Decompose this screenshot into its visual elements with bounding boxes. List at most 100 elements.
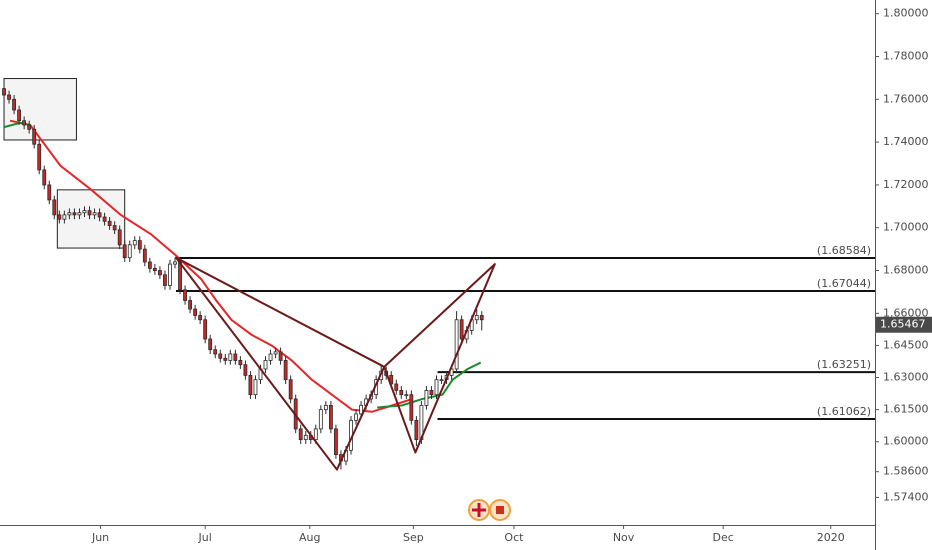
candle-body [52, 199, 57, 216]
candle-body [399, 389, 404, 396]
flag-gbp-cross [472, 503, 486, 517]
candle-body [414, 419, 419, 441]
y-tick-label: 1.80000 [883, 7, 929, 20]
candle-body [97, 212, 102, 218]
annotation-box [56, 189, 126, 249]
y-tick-label: 1.68000 [883, 264, 929, 277]
candle-body [323, 404, 328, 411]
y-tick-label: 1.63000 [883, 371, 929, 384]
pattern-triangle [383, 263, 496, 454]
candle-body [404, 394, 409, 397]
candle-body [27, 124, 32, 130]
candle-body [142, 248, 147, 263]
candle-body [283, 360, 288, 381]
candle-body [233, 353, 238, 361]
x-tick-label: Jul [198, 531, 212, 544]
candle-body [328, 404, 333, 430]
candle-body [394, 383, 399, 391]
candle-body [137, 240, 142, 250]
x-tick-label: Sep [403, 531, 424, 544]
candle-body [223, 357, 228, 361]
candle-body [183, 289, 187, 301]
candle-body [459, 319, 464, 340]
candle-body [168, 263, 172, 286]
x-tick-label: Aug [299, 531, 320, 544]
candle-body [298, 428, 303, 441]
level-label: (1.68584) [817, 244, 871, 257]
y-tick-label: 1.64500 [883, 338, 929, 351]
candle-body [253, 379, 258, 396]
candle-body [218, 353, 223, 359]
candle-body [188, 300, 192, 310]
candle-body [243, 364, 248, 376]
candle-body [208, 338, 213, 351]
y-tick-label: 1.78000 [883, 50, 929, 63]
moving-average [9, 119, 413, 413]
x-tick-label: 2020 [817, 531, 845, 544]
y-tick-label: 1.70000 [883, 221, 929, 234]
candle-body [213, 349, 218, 355]
candle-body [479, 315, 484, 321]
y-tick-label: 1.58600 [883, 465, 929, 478]
candle-body [87, 210, 92, 216]
level-label: (1.67044) [817, 277, 871, 290]
level-label: (1.61062) [817, 405, 871, 418]
candle-body [77, 212, 82, 216]
level-label: (1.63251) [817, 358, 871, 371]
annotation-box [3, 78, 77, 141]
candle-body [313, 428, 318, 441]
y-tick-label: 1.66000 [883, 306, 929, 319]
currency-flags[interactable] [468, 499, 511, 521]
candle-body [303, 434, 308, 441]
last-price-label: 1.65467 [880, 318, 926, 331]
candle-body [112, 225, 117, 231]
candle-body [288, 379, 293, 400]
last-price-box [876, 316, 932, 333]
candle-body [2, 88, 6, 96]
candle-body [42, 169, 47, 186]
candle-body [273, 351, 278, 355]
candle-body [17, 109, 22, 122]
candle-body [163, 274, 167, 286]
candle-body [409, 394, 414, 421]
candle-body [198, 315, 203, 321]
x-tick-label: Nov [613, 531, 635, 544]
candle-body [424, 389, 429, 406]
candle-body [122, 244, 127, 259]
candle-body [72, 212, 77, 216]
candle-body [107, 220, 112, 226]
candle-body [248, 374, 253, 396]
candle-body [178, 261, 182, 291]
candle-body [318, 409, 323, 430]
candle-body [334, 428, 338, 455]
candle-body [474, 315, 479, 321]
y-tick-label: 1.60000 [883, 435, 929, 448]
candle-body [12, 98, 16, 111]
candle-body [117, 229, 122, 246]
candle-body [92, 212, 97, 216]
candle-body [439, 379, 444, 382]
y-tick-label: 1.72000 [883, 178, 929, 191]
candle-body [57, 214, 62, 220]
candle-body [263, 360, 268, 370]
pattern-triangle [175, 256, 386, 471]
candle-body [147, 261, 152, 269]
candle-body [429, 389, 434, 396]
y-tick-label: 1.74000 [883, 135, 929, 148]
candle-body [102, 216, 107, 222]
candle-body [82, 210, 87, 214]
candle-body [278, 351, 283, 361]
moving-average [3, 121, 482, 409]
candle-body [203, 319, 208, 340]
candle-body [354, 413, 358, 421]
candle-body [32, 128, 37, 145]
candle-body [67, 212, 72, 216]
x-tick-label: Oct [504, 531, 524, 544]
candle-body [173, 261, 177, 265]
plot-area: (1.68584) (1.67044) (1.63251) (1.61062) [2, 78, 875, 471]
x-tick-label: Jun [91, 531, 109, 544]
candle-body [37, 143, 42, 171]
candle-body [193, 308, 198, 316]
